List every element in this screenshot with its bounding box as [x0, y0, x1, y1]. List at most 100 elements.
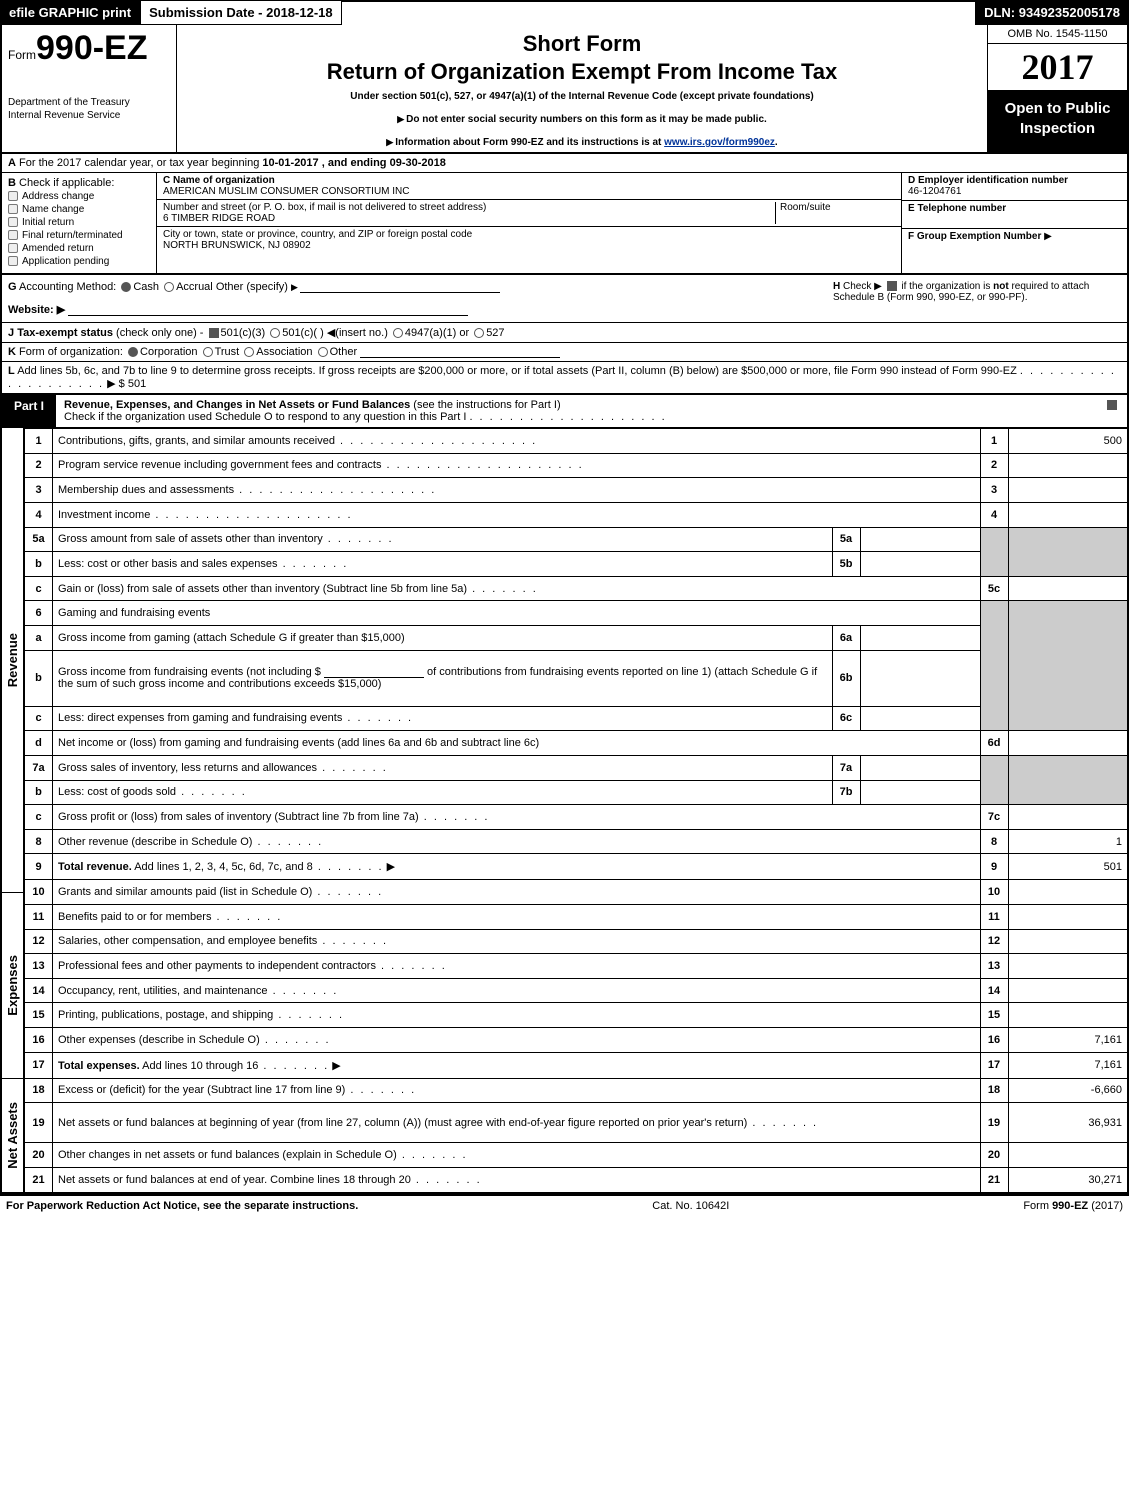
line-k: K Form of organization: Corporation Trus…	[0, 342, 1129, 361]
line-18-desc: Excess or (deficit) for the year (Subtra…	[53, 1078, 981, 1103]
line-17-num: 17	[25, 1052, 53, 1078]
radio-527-icon[interactable]	[474, 328, 484, 338]
table-row: 3 Membership dues and assessments 3	[25, 478, 1129, 503]
block-f-label: F Group Exemption Number	[908, 231, 1041, 242]
checkbox-icon	[8, 230, 18, 240]
table-row: b Less: cost or other basis and sales ex…	[25, 552, 1129, 577]
checkbox-final-return[interactable]: Final return/terminated	[8, 230, 150, 241]
dept-line-1: Department of the Treasury	[8, 96, 170, 109]
omb-number: OMB No. 1545-1150	[988, 25, 1127, 44]
line-a: A For the 2017 calendar year, or tax yea…	[0, 154, 1129, 173]
line-3-value	[1008, 478, 1128, 503]
dln-label: DLN:	[984, 5, 1019, 20]
line-14-num: 14	[25, 978, 53, 1003]
line-5b-midval	[860, 552, 980, 577]
line-12-refnum: 12	[980, 929, 1008, 954]
line-4-num: 4	[25, 502, 53, 527]
line-6b-input[interactable]	[324, 666, 424, 678]
radio-other-label: Other (specify)	[216, 281, 288, 293]
table-row: d Net income or (loss) from gaming and f…	[25, 731, 1129, 756]
line-4-value	[1008, 502, 1128, 527]
other-specify-input[interactable]	[300, 281, 500, 293]
line-20-value	[1008, 1143, 1128, 1168]
line-h-checkbox-icon[interactable]	[887, 281, 897, 291]
dln-box: DLN: 93492352005178	[975, 0, 1129, 25]
line-6-desc: Gaming and fundraising events	[53, 601, 981, 626]
table-row: 19 Net assets or fund balances at beginn…	[25, 1103, 1129, 1143]
submission-date-label: Submission Date -	[149, 5, 266, 20]
checkbox-amended-return[interactable]: Amended return	[8, 243, 150, 254]
line-7b-desc: Less: cost of goods sold	[53, 780, 833, 805]
checkbox-address-change[interactable]: Address change	[8, 191, 150, 202]
line-4-desc: Investment income	[53, 502, 981, 527]
line-5b-desc: Less: cost or other basis and sales expe…	[53, 552, 833, 577]
line-7c-num: c	[25, 805, 53, 830]
line-18-num: 18	[25, 1078, 53, 1103]
table-row: 8 Other revenue (describe in Schedule O)…	[25, 829, 1129, 854]
line-19-value: 36,931	[1008, 1103, 1128, 1143]
radio-trust-icon[interactable]	[203, 347, 213, 357]
radio-other-org-icon[interactable]	[318, 347, 328, 357]
line-6d-num: d	[25, 731, 53, 756]
line-21-value: 30,271	[1008, 1167, 1128, 1193]
line-5c-refnum: 5c	[980, 576, 1008, 601]
website-input[interactable]	[68, 304, 468, 316]
part-1-checkbox-cell	[1097, 395, 1127, 427]
form-prefix: Form	[8, 48, 36, 62]
line-19-refnum: 19	[980, 1103, 1008, 1143]
line-1-value: 500	[1008, 429, 1128, 454]
arrow-icon: ▶	[332, 1060, 340, 1072]
line-6b-midnum: 6b	[832, 650, 860, 706]
line-6b-num: b	[25, 650, 53, 706]
radio-4947-icon[interactable]	[393, 328, 403, 338]
checkbox-name-change[interactable]: Name change	[8, 204, 150, 215]
part-1-checkbox-icon[interactable]	[1107, 400, 1117, 410]
other-org-input[interactable]	[360, 346, 560, 358]
revenue-section-label: Revenue	[0, 428, 24, 892]
line-19-desc: Net assets or fund balances at beginning…	[53, 1103, 981, 1143]
efile-print-button[interactable]: efile GRAPHIC print	[0, 0, 140, 25]
radio-corporation-icon[interactable]	[128, 347, 138, 357]
radio-accrual-icon[interactable]	[164, 282, 174, 292]
line-13-refnum: 13	[980, 954, 1008, 979]
arrow-icon	[291, 281, 300, 293]
line-8-desc: Other revenue (describe in Schedule O)	[53, 829, 981, 854]
table-row: c Less: direct expenses from gaming and …	[25, 706, 1129, 731]
line-5c-num: c	[25, 576, 53, 601]
line-18-value: -6,660	[1008, 1078, 1128, 1103]
checkbox-501c3-icon[interactable]	[209, 328, 219, 338]
table-row: 1 Contributions, gifts, grants, and simi…	[25, 429, 1129, 454]
line-3-num: 3	[25, 478, 53, 503]
checkbox-label: Initial return	[22, 217, 74, 228]
table-row: 17 Total expenses. Add lines 10 through …	[25, 1052, 1129, 1078]
radio-501c-icon[interactable]	[270, 328, 280, 338]
line-a-end: 09-30-2018	[390, 157, 446, 169]
form-info-link[interactable]: www.irs.gov/form990ez	[664, 137, 775, 148]
checkbox-initial-return[interactable]: Initial return	[8, 217, 150, 228]
line-6c-midval	[860, 706, 980, 731]
part-1-table: 1 Contributions, gifts, grants, and simi…	[24, 428, 1129, 1194]
dln-value: 93492352005178	[1019, 5, 1120, 20]
line-16-value: 7,161	[1008, 1028, 1128, 1053]
line-3-desc: Membership dues and assessments	[53, 478, 981, 503]
radio-association-icon[interactable]	[244, 347, 254, 357]
line-5b-midnum: 5b	[832, 552, 860, 577]
block-c-addr-label: Number and street (or P. O. box, if mail…	[163, 202, 775, 213]
department-block: Department of the Treasury Internal Reve…	[8, 96, 170, 122]
line-j-note: (check only one) -	[116, 327, 206, 339]
radio-other-org-label: Other	[330, 346, 358, 358]
line-g-label: Accounting Method:	[19, 281, 116, 293]
block-c-addr-row: Number and street (or P. O. box, if mail…	[157, 200, 901, 227]
footer-left: For Paperwork Reduction Act Notice, see …	[6, 1200, 358, 1212]
checkbox-application-pending[interactable]: Application pending	[8, 256, 150, 267]
radio-trust-label: Trust	[215, 346, 240, 358]
line-7b-midval	[860, 780, 980, 805]
radio-cash-icon[interactable]	[121, 282, 131, 292]
line-9-value: 501	[1008, 854, 1128, 880]
footer-right: Form 990-EZ (2017)	[1023, 1200, 1123, 1212]
table-row: 13 Professional fees and other payments …	[25, 954, 1129, 979]
table-row: 5a Gross amount from sale of assets othe…	[25, 527, 1129, 552]
line-l-text: Add lines 5b, 6c, and 7b to line 9 to de…	[17, 365, 1017, 377]
block-e: E Telephone number	[902, 201, 1127, 229]
radio-cash-label: Cash	[133, 281, 159, 293]
